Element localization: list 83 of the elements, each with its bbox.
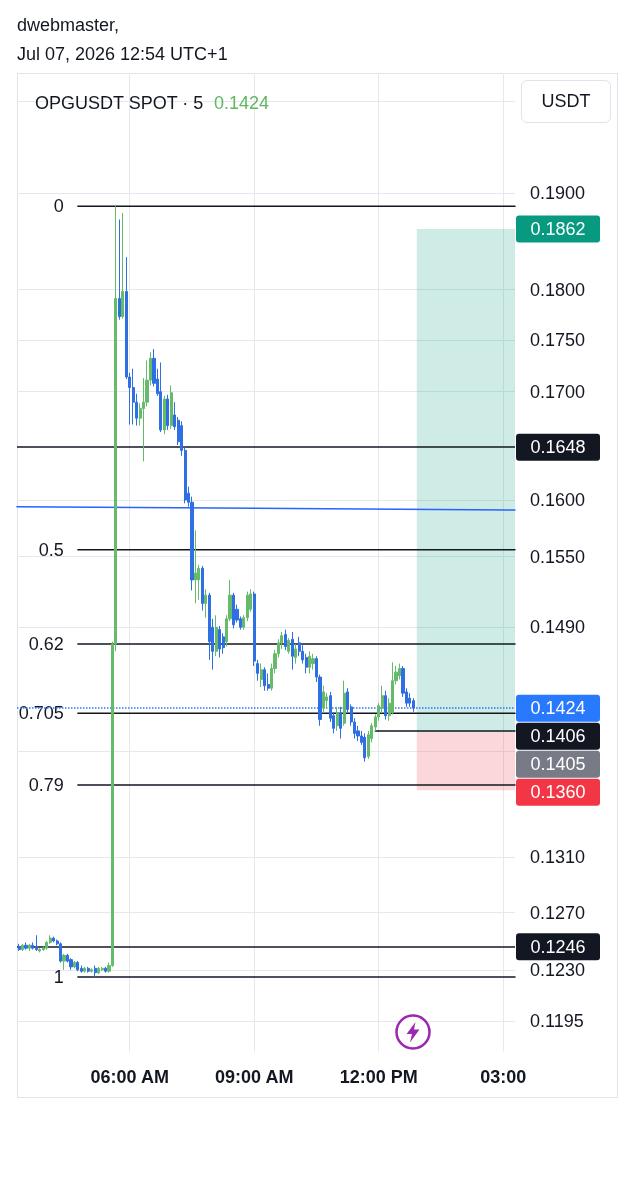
x-tick-label: 06:00 AM — [90, 1066, 169, 1087]
text: 0.1424 — [214, 93, 270, 113]
candlestick — [322, 685, 325, 714]
candlestick — [52, 936, 55, 943]
y-tick-label: 0.1195 — [530, 1011, 584, 1032]
candlestick — [118, 219, 121, 321]
annotation: 0.1246 — [530, 936, 586, 957]
candlestick — [163, 395, 166, 435]
candlestick — [69, 957, 73, 971]
candlestick — [294, 643, 297, 665]
candlestick — [194, 529, 197, 604]
y-tick-label: 0.1750 — [530, 329, 586, 350]
annotation: 0.1406 — [530, 726, 586, 747]
candlestick — [339, 706, 342, 740]
candlestick — [308, 650, 311, 674]
x-tick-label: 12:00 PM — [339, 1066, 418, 1087]
annotation: 0.1405 — [530, 754, 586, 775]
annotation: 0.1360 — [530, 782, 586, 803]
y-tick-label: 0.1900 — [530, 182, 586, 203]
candlestick — [35, 934, 38, 952]
candlestick — [132, 368, 135, 426]
x-tick-label: 09:00 AM — [215, 1066, 294, 1087]
candlestick — [291, 631, 294, 671]
candlestick — [59, 941, 62, 964]
candlestick — [73, 960, 76, 969]
text: OPGUSDT SPOT · 5 — [35, 93, 204, 113]
candlestick — [101, 966, 104, 972]
candlestick — [398, 663, 401, 681]
currency-button: USDT — [521, 80, 611, 123]
candlestick — [166, 394, 169, 431]
candlestick — [94, 964, 97, 978]
y-tick-label: 0.1600 — [530, 489, 586, 510]
y-tick-label: 0.1700 — [530, 381, 586, 402]
candlestick — [87, 966, 90, 974]
annotation: 0 — [53, 196, 64, 217]
annotation: 0.1424 — [530, 698, 586, 719]
candlestick — [336, 706, 339, 732]
candlestick — [24, 941, 28, 951]
candlestick — [38, 947, 41, 953]
candlestick — [21, 943, 24, 952]
annotation: 0.62 — [28, 634, 64, 655]
annotation: 0.1648 — [530, 437, 586, 458]
annotation: 0.79 — [28, 775, 64, 796]
candlestick — [284, 629, 287, 651]
candlestick — [287, 637, 290, 655]
annotation: 0.5 — [38, 539, 64, 560]
y-tick-label: 0.1310 — [530, 847, 586, 868]
candlestick — [201, 565, 204, 612]
candlestick — [218, 625, 221, 658]
candlestick — [104, 966, 107, 974]
y-tick-label: 0.1270 — [530, 902, 586, 923]
annotation: 0.705 — [18, 703, 64, 724]
candlestick — [412, 697, 415, 713]
y-tick-label: 0.1490 — [530, 617, 586, 638]
candlestick — [170, 384, 173, 430]
candlestick — [62, 953, 66, 971]
y-tick-label: 0.1230 — [530, 959, 586, 980]
candlestick — [18, 943, 21, 952]
candlestick — [204, 588, 207, 619]
y-tick-label: 0.1800 — [530, 279, 586, 300]
text: Jul 07, 2026 12:54 UTC+1 — [17, 43, 228, 64]
annotation: 1 — [53, 967, 64, 988]
candlestick — [343, 680, 346, 727]
candlestick — [215, 614, 218, 657]
candlestick — [76, 960, 79, 972]
text: dwebmaster, — [17, 15, 120, 35]
candlestick — [311, 653, 315, 671]
candlestick — [232, 592, 235, 629]
x-tick-label: 03:00 — [480, 1066, 527, 1087]
candlestick — [121, 212, 124, 320]
candlestick — [363, 732, 366, 763]
candlestick — [260, 663, 263, 688]
candlestick — [263, 666, 266, 692]
candlestick — [28, 943, 31, 952]
candlestick — [97, 966, 100, 975]
candlestick — [80, 964, 83, 974]
candlestick — [159, 362, 162, 433]
candlestick — [83, 966, 86, 974]
y-tick-label: 0.1550 — [530, 546, 586, 567]
candlestick — [384, 690, 387, 720]
candlestick — [408, 692, 411, 708]
candlestick — [90, 967, 93, 974]
annotation: 0.1862 — [530, 219, 586, 240]
